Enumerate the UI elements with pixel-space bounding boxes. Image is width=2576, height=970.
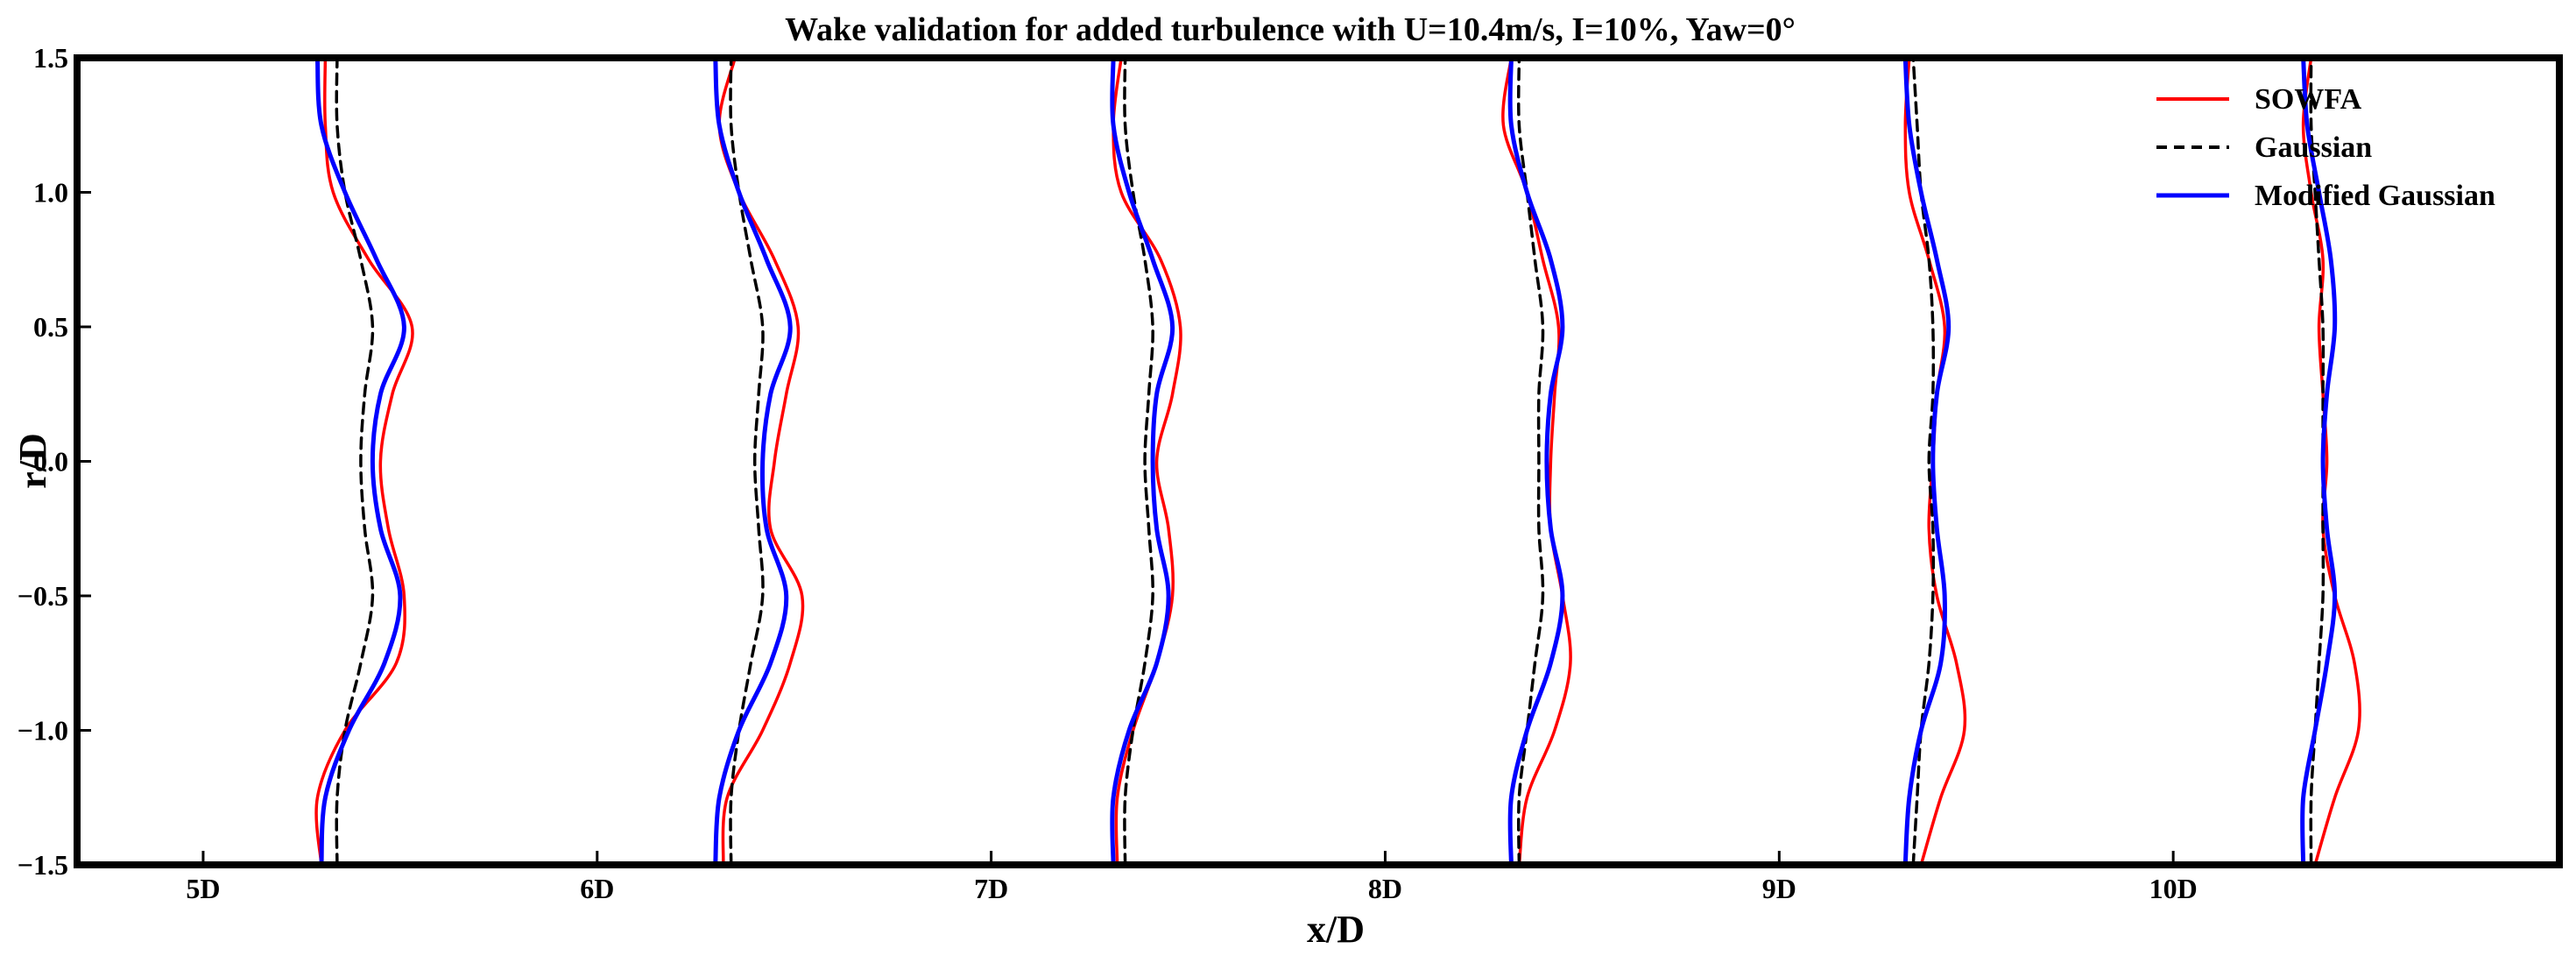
curve-modified-gaussian-6d [713,55,793,867]
legend: SOWFA Gaussian Modified Gaussian [2156,83,2495,212]
x-tick-label: 9D [1762,873,1796,904]
curve-modified-gaussian-7d [1110,55,1175,867]
y-tick-label: 1.0 [33,177,68,209]
plot-frame [74,54,2563,868]
curve-sowfa-9d [1903,56,1967,867]
curve-modified-gaussian-8d [1507,55,1565,867]
curve-modified-gaussian-10d [2300,55,2338,867]
y-tick-label: −1.5 [18,849,68,881]
x-tick-label: 6D [580,873,614,904]
curve-modified-gaussian-9d [1902,55,1951,867]
curve-sowfa-7d [1112,56,1182,867]
x-tick-label: 10D [2149,873,2198,904]
y-tick-label: −1.0 [18,715,68,747]
curve-gaussian-5d [335,56,375,867]
y-tick-label: −0.5 [18,580,68,612]
curve-sowfa-5d [314,56,414,867]
legend-label-modified-gaussian: Modified Gaussian [2255,180,2495,212]
curve-modified-gaussian-5d [314,55,406,867]
x-axis-ticks: 5D 6D 7D 8D 9D 10D [186,851,2198,904]
legend-label-sowfa: SOWFA [2255,83,2362,116]
chart-title: Wake validation for added turbulence wit… [785,11,1796,48]
x-tick-label: 8D [1368,873,1402,904]
y-tick-label: 0.0 [33,446,68,478]
curve-gaussian-7d [1123,56,1154,867]
curve-sowfa-8d [1501,56,1572,867]
y-axis-ticks: −1.5 −1.0 −0.5 0.0 0.5 1.0 1.5 [18,42,91,881]
y-tick-label: 0.5 [33,311,68,343]
curve-sowfa-10d [2301,56,2361,867]
x-tick-label: 5D [186,873,220,904]
legend-label-gaussian: Gaussian [2255,131,2372,164]
plot-curves [314,55,2361,867]
x-tick-label: 7D [974,873,1008,904]
x-axis-label: x/D [1307,908,1365,951]
y-axis-label: r/D [11,433,54,489]
y-tick-label: 1.5 [33,42,68,74]
